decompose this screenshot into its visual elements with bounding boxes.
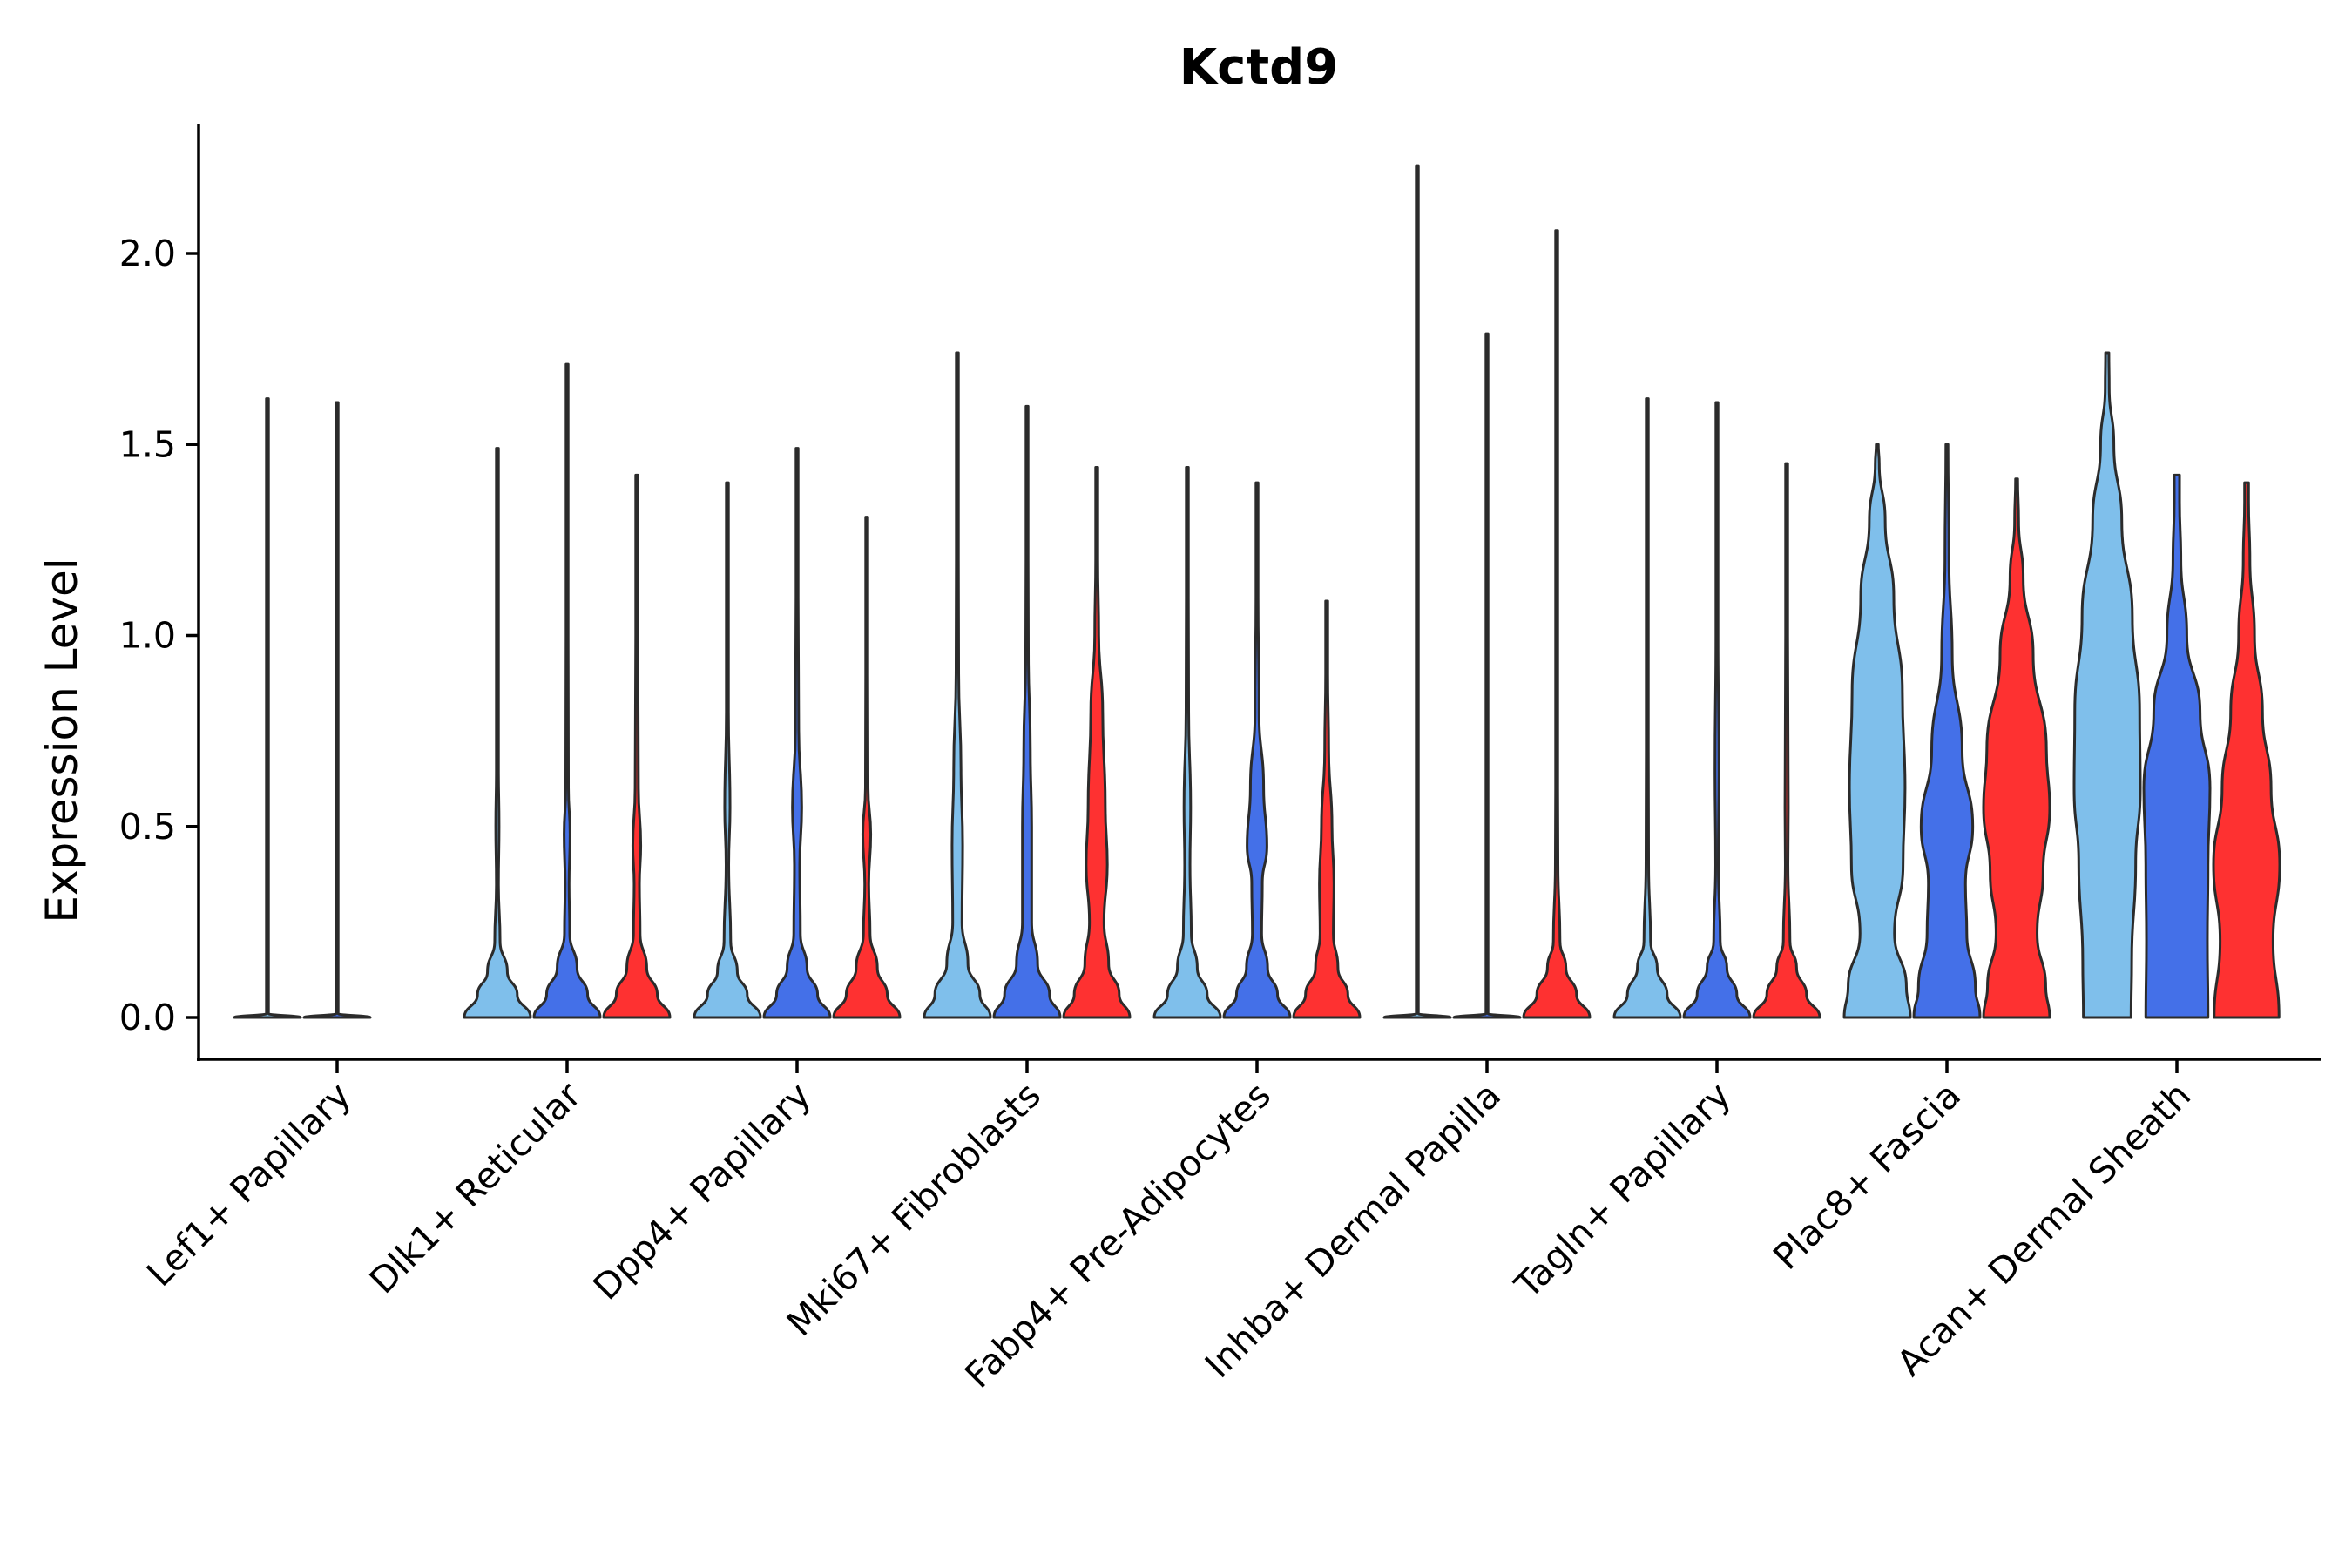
violin-8-1 <box>2142 473 2212 1019</box>
violin-1-0 <box>463 447 532 1019</box>
axes <box>197 124 2321 1061</box>
violin-5-1 <box>1452 332 1522 1019</box>
violin-4-0 <box>1152 466 1222 1019</box>
violin-group <box>233 164 2281 1019</box>
violin-6-1 <box>1682 401 1752 1019</box>
x-tick-label: Lef1+ Papillary <box>139 1074 359 1294</box>
violin-6-0 <box>1612 397 1682 1019</box>
y-tick-label: 0.5 <box>119 806 176 848</box>
violin-7-0 <box>1842 443 1912 1019</box>
violin-8-0 <box>2072 351 2142 1019</box>
violin-3-0 <box>923 351 992 1019</box>
violin-3-1 <box>992 404 1062 1019</box>
violin-6-2 <box>1752 462 1821 1019</box>
y-tick-label: 1.0 <box>119 615 176 657</box>
y-tick-label: 1.5 <box>119 423 176 465</box>
violin-1-1 <box>532 362 602 1019</box>
violin-5-2 <box>1522 229 1592 1019</box>
chart-title: Kctd9 <box>1179 39 1338 96</box>
violin-5-0 <box>1382 164 1452 1019</box>
violin-8-2 <box>2212 481 2281 1019</box>
y-axis-label: Expression Level <box>37 558 87 923</box>
violin-7-2 <box>1982 477 2051 1019</box>
y-tick-label: 2.0 <box>119 233 176 274</box>
violin-0-0 <box>233 397 302 1019</box>
violin-7-1 <box>1912 443 1982 1019</box>
y-ticks: 0.0 0.5 1.0 1.5 2.0 <box>119 233 199 1038</box>
violin-4-2 <box>1292 599 1362 1019</box>
y-tick-label: 0.0 <box>119 997 176 1038</box>
violin-3-2 <box>1062 466 1132 1019</box>
violin-4-1 <box>1222 481 1292 1019</box>
x-tick-label: Dlk1+ Reticular <box>362 1074 589 1301</box>
x-tick-label: Dpp4+ Papillary <box>585 1074 819 1308</box>
x-tick-label: Mki67+ Fibroblasts <box>779 1074 1049 1344</box>
violin-1-2 <box>602 473 672 1019</box>
violin-2-1 <box>762 447 832 1019</box>
x-tick-label: Tagln+ Papillary <box>1506 1074 1739 1307</box>
x-tick-label: Plac8+ Fascia <box>1765 1074 1969 1278</box>
violin-2-2 <box>832 516 902 1019</box>
violin-2-0 <box>693 481 762 1019</box>
violin-0-1 <box>302 401 372 1019</box>
